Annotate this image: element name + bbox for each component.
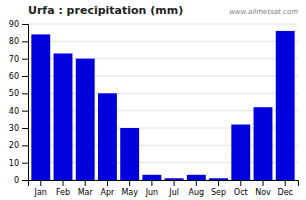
bar <box>31 34 50 180</box>
bar <box>54 53 73 180</box>
x-tick: Feb <box>56 180 70 197</box>
y-tick-label: 0 <box>14 176 19 185</box>
y-tick: 80 <box>9 37 28 46</box>
x-tick-mark <box>63 180 64 186</box>
bar <box>98 93 117 180</box>
y-tick-mark <box>22 24 28 25</box>
x-tick-label: Dec <box>277 188 292 197</box>
x-tick: Apr <box>101 180 116 197</box>
title: Urfa : precipitation (mm) <box>28 4 183 17</box>
x-tick: Sep <box>211 180 226 197</box>
grid-line <box>28 41 298 42</box>
y-tick: 70 <box>9 55 28 64</box>
x-tick-label: Jun <box>145 188 159 197</box>
y-tick-label: 60 <box>9 72 19 81</box>
x-tick: Jan <box>34 180 47 197</box>
bar <box>254 107 273 180</box>
y-tick-mark <box>22 180 28 181</box>
y-tick-mark <box>22 41 28 42</box>
bar <box>187 175 206 180</box>
y-tick-label: 30 <box>9 124 19 133</box>
y-tick-label: 40 <box>9 107 19 116</box>
x-tick-label: Mar <box>78 188 94 197</box>
x-tick-label: Sep <box>211 188 226 197</box>
y-tick-mark <box>22 111 28 112</box>
y-tick: 20 <box>9 141 28 150</box>
y-tick: 40 <box>9 107 28 116</box>
plot-area <box>31 31 294 180</box>
x-tick: May <box>121 180 138 197</box>
bar <box>120 128 139 180</box>
chart-container: 0 10 20 30 40 50 60 70 80 90 Jan Feb Mar Apr May Jun Jul… <box>0 0 306 200</box>
bar <box>76 59 95 180</box>
bar <box>209 178 228 180</box>
x-tick-label: Jul <box>168 188 179 197</box>
x-tick-mark <box>263 180 264 186</box>
x-tick-mark <box>129 180 130 186</box>
x-tick-label: Feb <box>56 188 70 197</box>
grid-line <box>28 24 298 25</box>
x-tick: Oct <box>234 180 248 197</box>
x-axis-line <box>29 181 299 187</box>
y-tick-label: 10 <box>9 159 19 168</box>
y-axis: 0 10 20 30 40 50 60 70 80 90 <box>9 20 29 185</box>
x-tick-mark <box>85 180 86 186</box>
y-tick: 90 <box>9 20 28 29</box>
x-tick-label: Jan <box>34 188 47 197</box>
x-tick: Jul <box>168 180 179 197</box>
x-tick: Mar <box>78 180 94 197</box>
y-tick-mark <box>22 145 28 146</box>
x-tick-mark <box>240 180 241 186</box>
x-tick-mark <box>151 180 152 186</box>
y-tick-mark <box>22 76 28 77</box>
y-tick-label: 80 <box>9 37 19 46</box>
y-tick: 10 <box>9 159 28 168</box>
x-tick: Dec <box>277 180 292 197</box>
x-tick-mark <box>218 180 219 186</box>
x-tick-mark <box>285 180 286 186</box>
bar <box>165 178 184 180</box>
x-tick: Nov <box>255 180 271 197</box>
y-tick-mark <box>22 59 28 60</box>
x-tick-mark <box>196 180 197 186</box>
x-axis: Jan Feb Mar Apr May Jun Jul Aug Sep Oct Nov Dec <box>29 180 299 197</box>
y-tick: 0 <box>14 176 28 185</box>
y-tick-label: 90 <box>9 20 19 29</box>
x-tick: Aug <box>189 180 205 197</box>
bar <box>231 125 250 180</box>
x-tick-label: Oct <box>234 188 248 197</box>
y-tick: 60 <box>9 72 28 81</box>
watermark: www.allmetsat.com <box>229 8 298 16</box>
chart-svg: 0 10 20 30 40 50 60 70 80 90 Jan Feb Mar Apr May Jun Jul… <box>0 0 306 200</box>
y-tick-label: 20 <box>9 141 19 150</box>
y-tick: 30 <box>9 124 28 133</box>
x-tick-mark <box>40 180 41 186</box>
bar <box>276 31 295 180</box>
y-tick: 50 <box>9 89 28 98</box>
x-tick-label: Apr <box>101 188 116 197</box>
x-tick-mark <box>174 180 175 186</box>
grid <box>28 24 298 180</box>
y-tick-label: 70 <box>9 55 19 64</box>
x-tick-label: Aug <box>189 188 205 197</box>
x-tick-label: Nov <box>255 188 271 197</box>
y-tick-mark <box>22 128 28 129</box>
x-tick-label: May <box>121 188 138 197</box>
y-tick-mark <box>22 163 28 164</box>
x-tick-mark <box>107 180 108 186</box>
y-tick-mark <box>22 93 28 94</box>
x-tick: Jun <box>145 180 159 197</box>
y-axis-line <box>22 25 29 181</box>
y-tick-label: 50 <box>9 89 19 98</box>
bar <box>142 175 161 180</box>
